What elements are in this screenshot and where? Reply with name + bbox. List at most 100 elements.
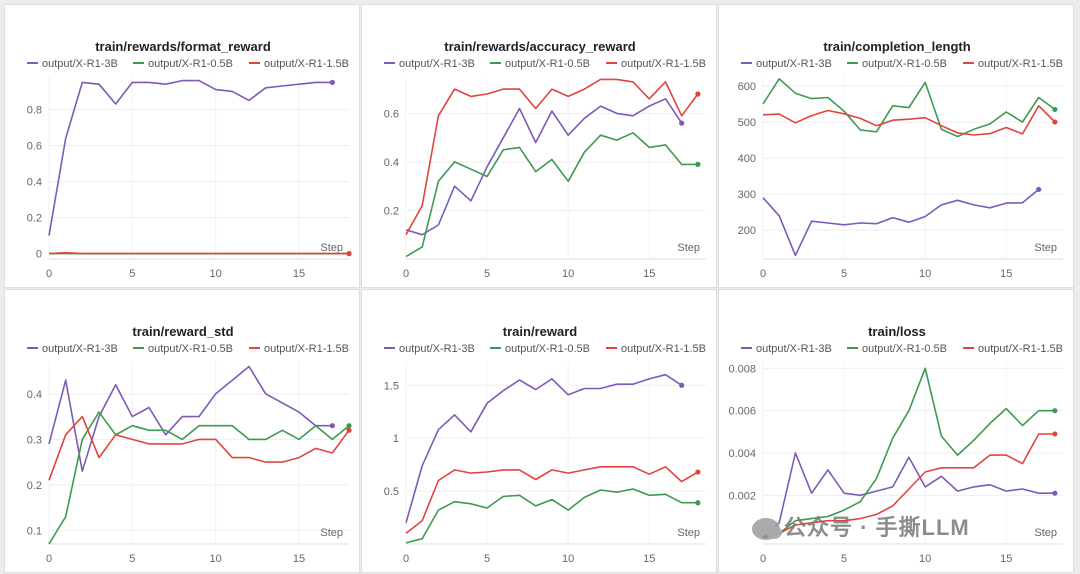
x-tick-label: 10 [562, 553, 574, 565]
x-axis-label: Step [1034, 527, 1057, 539]
x-tick-label: 5 [129, 268, 135, 280]
series-line-output-x-r1-0-5b[interactable] [48, 411, 350, 545]
watermark: 公众号 · 手撕LLM [752, 510, 970, 542]
legend-label: output/X-R1-0.5B [505, 58, 590, 70]
y-tick-label: 200 [738, 225, 756, 237]
series-end-point[interactable] [329, 423, 335, 429]
legend-item[interactable]: output/X-R1-0.5B [847, 343, 947, 355]
y-tick-label: 0.3 [27, 434, 42, 446]
legend-item[interactable]: output/X-R1-0.5B [490, 58, 590, 70]
series-line-output-x-r1-0-5b[interactable] [405, 488, 698, 544]
series-line-output-x-r1-1-5b[interactable] [48, 251, 349, 255]
y-tick-label: 1 [393, 433, 399, 445]
chart-panel-train-completion-length: train/completion_length output/X-R1-3B out… [718, 4, 1074, 288]
series-end-point[interactable] [695, 469, 701, 475]
x-tick-label: 10 [562, 268, 574, 280]
series-end-point[interactable] [1052, 106, 1058, 113]
legend-item[interactable]: output/X-R1-0.5B [133, 58, 233, 70]
y-tick-label: 0.006 [728, 406, 756, 418]
legend-label: output/X-R1-1.5B [978, 58, 1063, 70]
legend-label: output/X-R1-0.5B [505, 343, 590, 355]
y-tick-label: 300 [738, 189, 756, 201]
legend-item[interactable]: output/X-R1-3B [741, 343, 832, 355]
y-tick-label: 600 [738, 81, 756, 93]
legend-item[interactable]: output/X-R1-3B [741, 58, 832, 70]
x-tick-label: 5 [841, 268, 847, 280]
legend-item[interactable]: output/X-R1-1.5B [963, 58, 1063, 70]
series-end-point[interactable] [346, 423, 352, 429]
series-end-point[interactable] [695, 161, 701, 167]
x-tick-label: 15 [643, 553, 655, 565]
series-end-point[interactable] [346, 427, 352, 433]
x-tick-label: 5 [484, 268, 490, 280]
legend-item[interactable]: output/X-R1-3B [27, 343, 118, 355]
legend-label: output/X-R1-3B [756, 343, 832, 355]
y-tick-label: 0.1 [27, 525, 42, 537]
y-tick-label: 1.5 [384, 380, 399, 392]
x-tick-label: 10 [919, 268, 931, 280]
y-tick-label: 0.4 [27, 177, 42, 189]
chart-svg: train/reward output/X-R1-3B output/X-R1-0.… [384, 324, 706, 565]
legend-label: output/X-R1-3B [42, 58, 118, 70]
series-end-point[interactable] [1052, 431, 1058, 437]
series-line-output-x-r1-3b[interactable] [405, 373, 683, 524]
x-tick-label: 0 [46, 268, 52, 280]
legend-label: output/X-R1-0.5B [862, 343, 947, 355]
series-line-output-x-r1-3b[interactable] [405, 98, 683, 236]
chart-panel-train-reward: train/reward output/X-R1-3B output/X-R1-0.… [361, 289, 717, 573]
legend-item[interactable]: output/X-R1-1.5B [963, 343, 1063, 355]
legend-item[interactable]: output/X-R1-1.5B [606, 58, 706, 70]
x-tick-label: 0 [403, 268, 409, 280]
y-tick-label: 0.8 [27, 104, 42, 116]
legend-label: output/X-R1-1.5B [978, 343, 1063, 355]
x-tick-label: 10 [210, 268, 222, 280]
legend-label: output/X-R1-3B [756, 58, 832, 70]
series-line-output-x-r1-0-5b[interactable] [762, 367, 1055, 539]
x-tick-label: 15 [1000, 553, 1012, 565]
legend-item[interactable]: output/X-R1-3B [384, 58, 475, 70]
series-end-point[interactable] [1036, 186, 1042, 193]
series-line-output-x-r1-1-5b[interactable] [762, 105, 1056, 136]
legend-label: output/X-R1-1.5B [621, 343, 706, 355]
legend-item[interactable]: output/X-R1-0.5B [847, 58, 947, 70]
y-tick-label: 0.008 [728, 363, 756, 375]
legend-item[interactable]: output/X-R1-1.5B [249, 58, 349, 70]
series-line-output-x-r1-0-5b[interactable] [405, 132, 698, 258]
series-end-point[interactable] [1052, 119, 1058, 125]
y-tick-label: 0.002 [728, 490, 756, 502]
series-line-output-x-r1-3b[interactable] [762, 188, 1040, 257]
legend-item[interactable]: output/X-R1-1.5B [249, 343, 349, 355]
series-end-point[interactable] [679, 120, 685, 126]
series-end-point[interactable] [679, 382, 685, 388]
series-end-point[interactable] [1052, 408, 1058, 414]
series-end-point[interactable] [346, 250, 352, 257]
series-end-point[interactable] [1052, 490, 1058, 496]
series-end-point[interactable] [695, 500, 701, 506]
legend-label: output/X-R1-0.5B [148, 343, 233, 355]
y-tick-label: 0.6 [384, 108, 399, 120]
series-line-output-x-r1-1-5b[interactable] [762, 433, 1055, 539]
x-tick-label: 15 [293, 553, 305, 565]
x-tick-label: 15 [293, 268, 305, 280]
y-tick-label: 0.4 [27, 389, 42, 401]
chart-svg: train/completion_length output/X-R1-3B out… [738, 39, 1063, 280]
chart-svg: train/rewards/accuracy_reward output/X-R1… [384, 39, 706, 280]
legend-item[interactable]: output/X-R1-0.5B [490, 343, 590, 355]
wechat-icon [752, 518, 782, 541]
series-line-output-x-r1-0-5b[interactable] [762, 78, 1056, 138]
x-tick-label: 0 [403, 553, 409, 565]
legend-item[interactable]: output/X-R1-3B [384, 343, 475, 355]
series-line-output-x-r1-3b[interactable] [762, 452, 1055, 539]
series-line-output-x-r1-1-5b[interactable] [48, 415, 350, 481]
legend-item[interactable]: output/X-R1-3B [27, 58, 118, 70]
series-end-point[interactable] [695, 91, 701, 97]
legend-label: output/X-R1-3B [399, 58, 475, 70]
legend-item[interactable]: output/X-R1-1.5B [606, 343, 706, 355]
y-tick-label: 0.2 [384, 205, 399, 217]
series-line-output-x-r1-3b[interactable] [48, 365, 333, 472]
series-line-output-x-r1-1-5b[interactable] [405, 78, 699, 236]
series-end-point[interactable] [329, 79, 335, 86]
legend-item[interactable]: output/X-R1-0.5B [133, 343, 233, 355]
series-line-output-x-r1-3b[interactable] [48, 79, 333, 236]
series-line-output-x-r1-1-5b[interactable] [405, 466, 699, 535]
